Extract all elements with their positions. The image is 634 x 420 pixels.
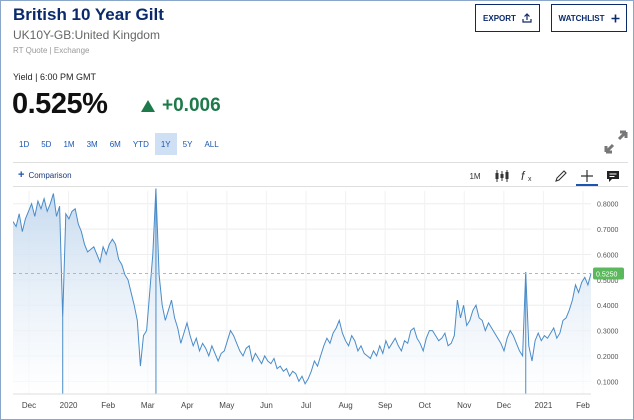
y-tick-label: 0.5000 [597, 278, 619, 285]
range-5d[interactable]: 5D [41, 139, 52, 149]
draw-button[interactable] [552, 167, 570, 185]
interval-label: 1M [469, 171, 481, 181]
pencil-icon [555, 170, 567, 182]
candlestick-icon [495, 170, 509, 182]
crosshair-active-indicator [576, 184, 598, 186]
x-tick-label: Aug [338, 401, 352, 410]
x-tick-label: 2020 [60, 401, 78, 410]
y-tick-label: 0.8000 [597, 202, 619, 209]
y-tick-label: 0.3000 [597, 329, 619, 336]
chart-canvas: 0.8000 0.7000 0.6000 0.5000 0.4000 0.3000 0.20… [12, 188, 624, 410]
watchlist-label: WATCHLIST [558, 13, 605, 23]
time-range-selector: 1D 5D 1M 3M 6M YTD 1Y 5Y ALL [13, 133, 225, 155]
comparison-label: Comparison [28, 170, 72, 180]
plus-icon [611, 14, 620, 22]
y-tick-label: 0.4000 [597, 303, 619, 310]
function-icon: f x [521, 169, 532, 183]
x-tick-label: Nov [457, 401, 471, 410]
price-change-value: +0.006 [162, 95, 221, 116]
export-label: EXPORT [483, 13, 516, 23]
y-tick-label: 0.6000 [597, 252, 619, 259]
range-1d[interactable]: 1D [19, 139, 30, 149]
last-price: 0.525% [12, 88, 108, 120]
quote-source: RT Quote | Exchange [13, 46, 90, 55]
range-6m[interactable]: 6M [109, 139, 121, 149]
range-3m[interactable]: 3M [86, 139, 98, 149]
price-chart[interactable]: 0.8000 0.7000 0.6000 0.5000 0.4000 0.3000 0.20… [12, 187, 628, 415]
y-tick-label: 0.2000 [597, 354, 619, 361]
security-symbol: UK10Y-GB:United Kingdom [13, 28, 160, 42]
toolbar-divider [13, 186, 628, 187]
last-value-tag [593, 267, 624, 280]
yield-label: Yield | 6:00 PM GMT [13, 72, 97, 82]
x-tick-label: Jul [301, 401, 311, 410]
add-comparison-button[interactable]: + Comparison [18, 169, 72, 181]
svg-text:x: x [528, 176, 532, 183]
section-divider [13, 162, 628, 163]
comment-icon [607, 170, 619, 182]
up-arrow-icon [141, 100, 155, 112]
x-tick-label: Dec [497, 401, 511, 410]
interval-selector[interactable]: 1M [467, 167, 483, 185]
price-change: +0.006 [141, 95, 221, 117]
x-tick-label: Mar [141, 401, 155, 410]
watchlist-button[interactable]: WATCHLIST [551, 4, 627, 32]
x-tick-label: 2021 [535, 401, 553, 410]
range-ytd[interactable]: YTD [132, 139, 149, 149]
crosshair-button[interactable] [577, 167, 597, 185]
chart-type-button[interactable] [493, 167, 511, 185]
x-tick-label: Jun [260, 401, 273, 410]
y-tick-label: 0.7000 [597, 227, 619, 234]
security-title: British 10 Year Gilt [13, 5, 164, 24]
x-tick-label: Feb [576, 401, 590, 410]
y-tick-label: 0.1000 [597, 379, 619, 386]
export-icon [522, 13, 532, 23]
studies-button[interactable]: f x [519, 167, 537, 185]
x-tick-label: Sep [378, 401, 393, 410]
export-button[interactable]: EXPORT [475, 4, 540, 32]
x-tick-label: May [219, 401, 234, 410]
plus-icon: + [18, 169, 25, 181]
range-all[interactable]: ALL [204, 139, 219, 149]
range-5y[interactable]: 5Y [182, 139, 193, 149]
svg-text:f: f [521, 169, 526, 183]
x-tick-label: Apr [181, 401, 194, 410]
range-1y[interactable]: 1Y [154, 133, 177, 155]
annotation-button[interactable] [604, 167, 622, 185]
last-value-tag-label: 0.5250 [596, 271, 618, 278]
x-tick-label: Feb [101, 401, 115, 410]
x-tick-label: Dec [22, 401, 36, 410]
series-line [12, 188, 592, 385]
range-1m[interactable]: 1M [63, 139, 75, 149]
crosshair-icon [581, 170, 593, 182]
expand-icon[interactable] [604, 130, 628, 154]
x-tick-label: Oct [418, 401, 431, 410]
